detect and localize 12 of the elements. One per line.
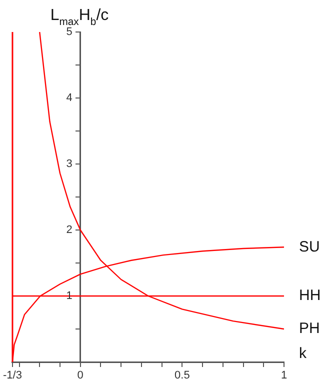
- series-label: SU: [299, 238, 320, 256]
- series-label: PH: [299, 320, 320, 338]
- x-tick-label: 0.5: [174, 370, 190, 382]
- x-tick-label: 1: [280, 370, 288, 382]
- y-tick-label: 5: [66, 26, 72, 38]
- series-label: HH: [299, 287, 321, 304]
- y-tick-label: 3: [66, 158, 72, 170]
- y-tick-label: 2: [66, 224, 72, 236]
- x-tick-label: -1/3: [2, 370, 22, 382]
- x-tick-label: 0: [77, 370, 84, 382]
- y-tick-label: 4: [66, 92, 72, 104]
- x-axis-title: k: [299, 345, 307, 362]
